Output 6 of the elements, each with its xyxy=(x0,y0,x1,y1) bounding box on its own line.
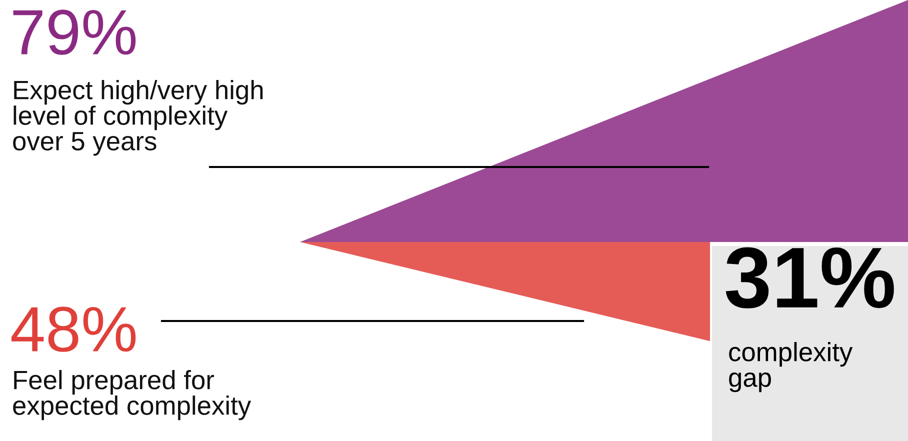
text: complexity gap xyxy=(729,342,853,392)
category-label: Expect high/very high level of complexity over 5 years xyxy=(13,80,263,156)
category-label: Feel prepared for expected complexity xyxy=(13,370,252,420)
data-label: 48% xyxy=(11,306,136,352)
data-label: 79% xyxy=(13,10,136,55)
text: 31% xyxy=(726,247,894,308)
